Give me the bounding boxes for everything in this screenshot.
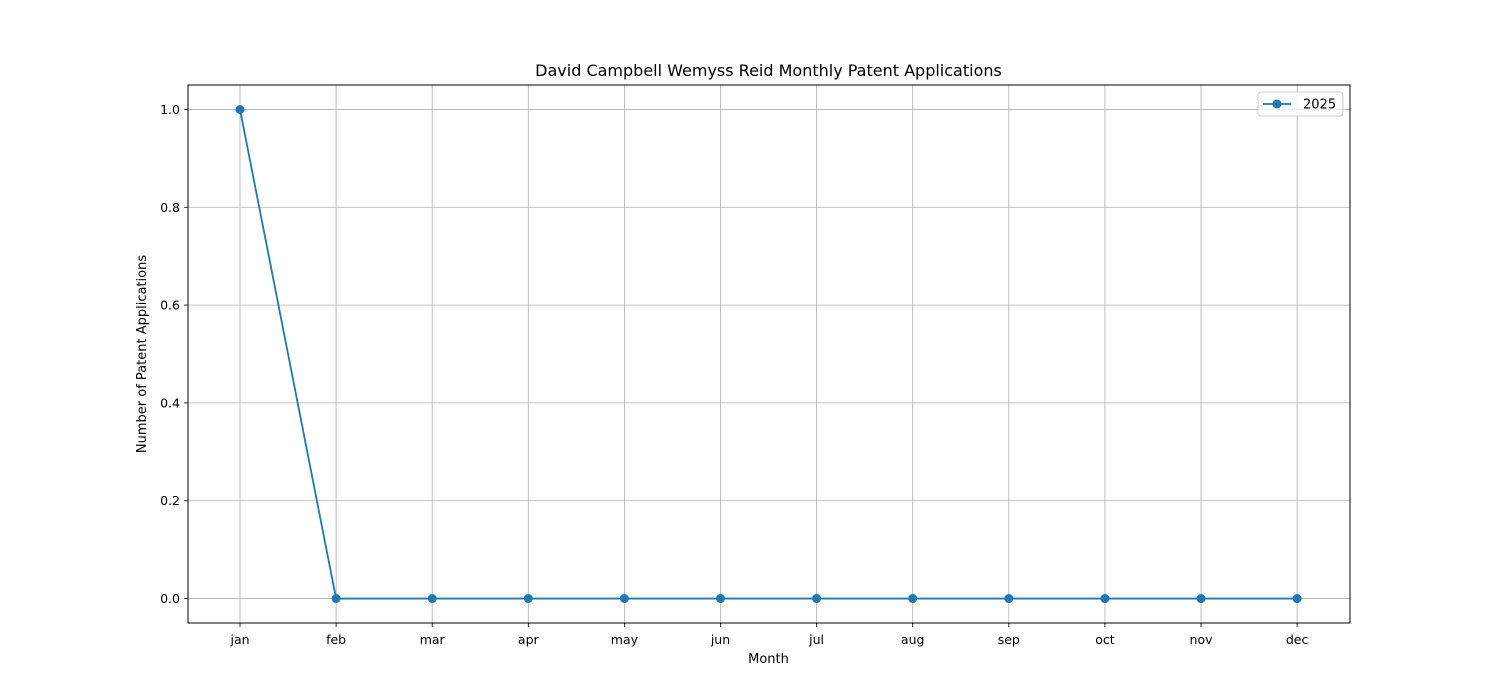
axis-ticks: jan feb mar apr may jun jul aug sep oct nov dec 0.0 0… xyxy=(160,102,1308,647)
x-tick-label: aug xyxy=(901,632,925,647)
data-point-sep xyxy=(1004,594,1013,603)
chart-title: David Campbell Wemyss Reid Monthly Paten… xyxy=(535,61,1002,80)
x-tick-label: may xyxy=(611,632,639,647)
plot-frame xyxy=(188,85,1350,623)
x-tick-label: dec xyxy=(1286,632,1309,647)
x-tick-label: jan xyxy=(229,632,249,647)
data-point-jul xyxy=(812,594,821,603)
data-point-jan xyxy=(236,105,245,114)
data-point-apr xyxy=(524,594,533,603)
y-tick-label: 0.4 xyxy=(160,395,180,410)
data-point-feb xyxy=(332,594,341,603)
y-tick-label: 0.6 xyxy=(160,298,180,313)
x-axis-label: Month xyxy=(748,652,789,667)
x-tick-label: oct xyxy=(1095,632,1115,647)
y-tick-label: 0.2 xyxy=(160,493,180,508)
x-tick-label: mar xyxy=(420,632,446,647)
data-point-may xyxy=(620,594,629,603)
data-point-oct xyxy=(1100,594,1109,603)
y-tick-label: 0.0 xyxy=(160,591,180,606)
data-point-nov xyxy=(1197,594,1206,603)
data-point-mar xyxy=(428,594,437,603)
x-tick-label: apr xyxy=(518,632,540,647)
x-tick-label: feb xyxy=(326,632,346,647)
x-tick-label: sep xyxy=(998,632,1020,647)
x-tick-label: jul xyxy=(808,632,824,647)
legend-marker-swatch xyxy=(1273,100,1282,109)
data-point-aug xyxy=(908,594,917,603)
legend-entry-2025: 2025 xyxy=(1303,98,1336,113)
series-layer xyxy=(236,105,1302,603)
legend: 2025 xyxy=(1258,92,1343,116)
x-tick-label: jun xyxy=(710,632,730,647)
y-axis-label: Number of Patent Applications xyxy=(135,255,150,453)
series-line-2025 xyxy=(240,109,1297,598)
y-tick-label: 0.8 xyxy=(160,200,180,215)
grid xyxy=(188,85,1350,623)
data-point-dec xyxy=(1293,594,1302,603)
x-tick-label: nov xyxy=(1190,632,1214,647)
y-tick-label: 1.0 xyxy=(160,102,180,117)
data-point-jun xyxy=(716,594,725,603)
